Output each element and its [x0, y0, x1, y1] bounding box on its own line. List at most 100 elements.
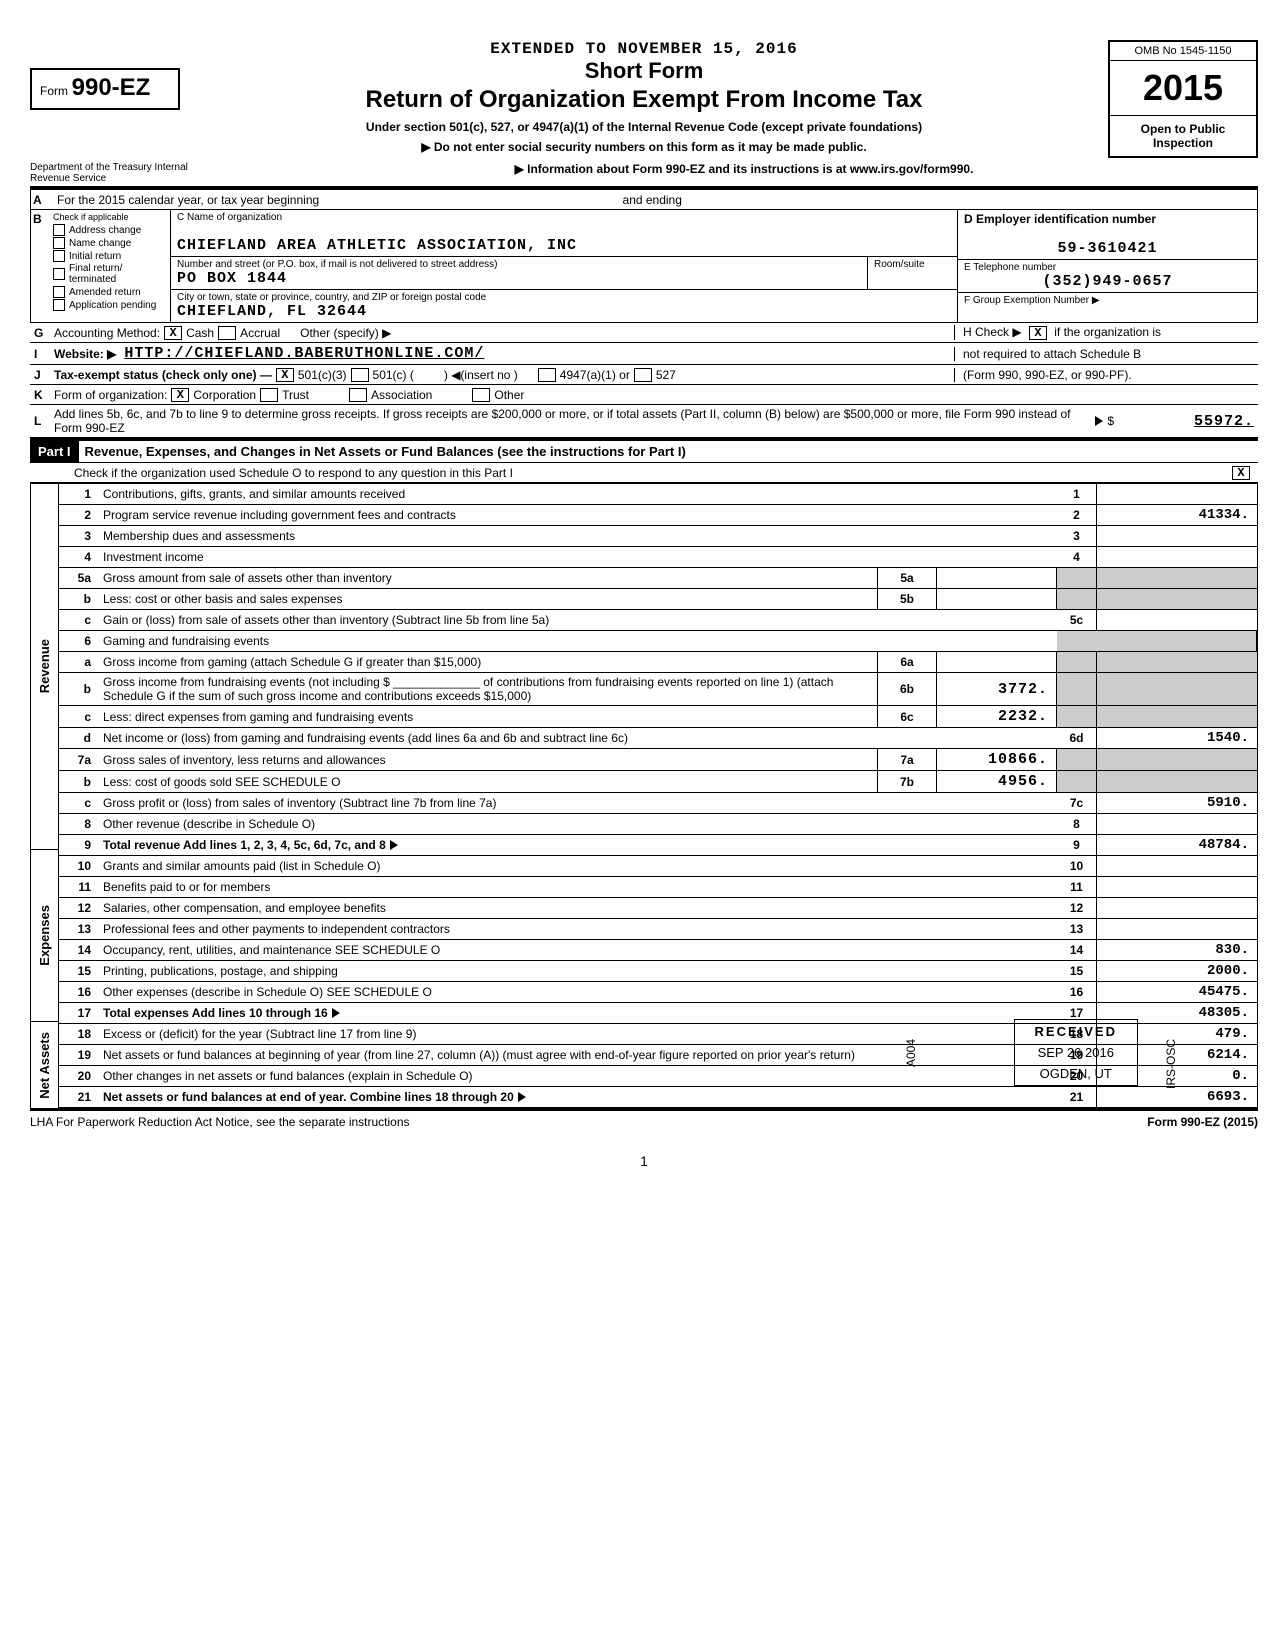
check-if-label: Check if applicable — [53, 212, 168, 222]
row-right-num: 13 — [1057, 919, 1097, 939]
row-desc: Gain or (loss) from sale of assets other… — [99, 610, 1057, 630]
row-desc: Gross profit or (loss) from sales of inv… — [99, 793, 1057, 813]
table-row: 1Contributions, gifts, grants, and simil… — [59, 484, 1257, 505]
info-line: ▶ Information about Form 990-EZ and its … — [230, 162, 1258, 184]
line-h-4: (Form 990, 990-EZ, or 990-PF). — [954, 368, 1254, 382]
main-table: Revenue Expenses Net Assets 1Contributio… — [30, 483, 1258, 1109]
year-box: OMB No 1545-1150 2015 Open to Public Ins… — [1108, 40, 1258, 158]
revenue-label: Revenue — [35, 635, 54, 697]
form-footer-label: Form 990-EZ (2015) — [1147, 1115, 1258, 1129]
part-i-title: Revenue, Expenses, and Changes in Net As… — [79, 441, 1258, 462]
row-desc: Other revenue (describe in Schedule O) — [99, 814, 1057, 834]
table-row: aGross income from gaming (attach Schedu… — [59, 652, 1257, 673]
row-right-num: 5c — [1057, 610, 1097, 630]
row-desc: Contributions, gifts, grants, and simila… — [99, 484, 1057, 504]
table-row: 2Program service revenue including gover… — [59, 505, 1257, 526]
table-row: cGain or (loss) from sale of assets othe… — [59, 610, 1257, 631]
row-right-num: 12 — [1057, 898, 1097, 918]
row-number: 19 — [59, 1045, 99, 1065]
row-value — [1097, 919, 1257, 939]
row-number: b — [59, 771, 99, 792]
row-value — [1097, 706, 1257, 727]
row-value — [1097, 526, 1257, 546]
part-i-header: Part I Revenue, Expenses, and Changes in… — [30, 439, 1258, 463]
line-h-2: if the organization is — [1054, 325, 1161, 339]
omb-number: OMB No 1545-1150 — [1110, 42, 1256, 61]
no-ssn-line: ▶ Do not enter social security numbers o… — [190, 140, 1098, 154]
row-right-num: 10 — [1057, 856, 1097, 876]
ein-value: 59-3610421 — [964, 240, 1251, 257]
table-row: 21Net assets or fund balances at end of … — [59, 1087, 1257, 1108]
row-value — [1097, 610, 1257, 630]
row-right-num — [1057, 568, 1097, 588]
501c-checkbox — [351, 368, 369, 382]
title-block: EXTENDED TO NOVEMBER 15, 2016 Short Form… — [180, 40, 1108, 154]
row-desc: Net assets or fund balances at end of ye… — [99, 1087, 1057, 1107]
table-row: bGross income from fundraising events (n… — [59, 673, 1257, 706]
gross-receipts: 55972. — [1114, 413, 1254, 430]
row-desc: Other expenses (describe in Schedule O) … — [99, 982, 1057, 1002]
row-desc: Net income or (loss) from gaming and fun… — [99, 728, 1057, 748]
received-text: RECEIVED — [1035, 1024, 1117, 1039]
subtitle: Under section 501(c), 527, or 4947(a)(1)… — [190, 120, 1098, 134]
table-row: 12Salaries, other compensation, and empl… — [59, 898, 1257, 919]
line-a-end: and ending — [623, 193, 682, 207]
table-row: 15Printing, publications, postage, and s… — [59, 961, 1257, 982]
table-row: 5aGross amount from sale of assets other… — [59, 568, 1257, 589]
phone-label: E Telephone number — [964, 262, 1251, 273]
4947-checkbox — [538, 368, 556, 382]
line-k: K Form of organization: XCorporation Tru… — [30, 385, 1258, 405]
row-right-num — [1057, 652, 1097, 672]
row-right-num: 8 — [1057, 814, 1097, 834]
row-right-num — [1057, 706, 1097, 727]
side-labels: Revenue Expenses Net Assets — [31, 484, 59, 1108]
right-info-column: D Employer identification number 59-3610… — [957, 210, 1257, 322]
expenses-label: Expenses — [35, 901, 54, 970]
row-desc: Investment income — [99, 547, 1057, 567]
row-right-num: 7c — [1057, 793, 1097, 813]
row-desc: Gross amount from sale of assets other t… — [99, 568, 877, 588]
line-j: J Tax-exempt status (check only one) — X… — [30, 365, 1258, 385]
row-value: 41334. — [1097, 505, 1257, 525]
row-desc: Less: direct expenses from gaming and fu… — [99, 706, 877, 727]
row-mid-label: 6c — [877, 706, 937, 727]
row-number: 9 — [59, 835, 99, 855]
row-desc: Benefits paid to or for members — [99, 877, 1057, 897]
form-org-label: Form of organization: — [54, 388, 167, 402]
row-right-num: 16 — [1057, 982, 1097, 1002]
row-right-num — [1057, 771, 1097, 792]
table-row: bLess: cost of goods sold SEE SCHEDULE O… — [59, 771, 1257, 793]
527-checkbox — [634, 368, 652, 382]
row-value: 6693. — [1097, 1087, 1257, 1107]
row-number: b — [59, 589, 99, 609]
row-number: c — [59, 793, 99, 813]
arrow-icon — [1095, 416, 1103, 426]
table-row: 16Other expenses (describe in Schedule O… — [59, 982, 1257, 1003]
row-right-num: 6d — [1057, 728, 1097, 748]
501c3-checkbox: X — [276, 368, 294, 382]
table-row: 3Membership dues and assessments3 — [59, 526, 1257, 547]
assoc-checkbox — [349, 388, 367, 402]
website-value: HTTP://CHIEFLAND.BABERUTHONLINE.COM/ — [124, 345, 484, 362]
row-right-num: 14 — [1057, 940, 1097, 960]
form-header: Form 990-EZ EXTENDED TO NOVEMBER 15, 201… — [30, 40, 1258, 158]
row-value — [1097, 771, 1257, 792]
part-i-check: Check if the organization used Schedule … — [30, 463, 1258, 483]
row-number: 10 — [59, 856, 99, 876]
row-desc: Program service revenue including govern… — [99, 505, 1057, 525]
row-value — [1097, 814, 1257, 834]
table-row: 9Total revenue Add lines 1, 2, 3, 4, 5c,… — [59, 835, 1257, 856]
corp-checkbox: X — [171, 388, 189, 402]
extended-date: EXTENDED TO NOVEMBER 15, 2016 — [190, 40, 1098, 58]
line-h-1: H Check ▶ — [963, 325, 1022, 339]
a004-stamp: A004 — [904, 1039, 918, 1067]
row-mid-label: 5a — [877, 568, 937, 588]
row-value — [1097, 547, 1257, 567]
footer: LHA For Paperwork Reduction Act Notice, … — [30, 1109, 1258, 1133]
line-g: G Accounting Method: XCash Accrual Other… — [30, 323, 1258, 343]
row-right-num: 15 — [1057, 961, 1097, 981]
row-number: 5a — [59, 568, 99, 588]
row-number: 15 — [59, 961, 99, 981]
page-number: 1 — [30, 1153, 1258, 1169]
row-right-num — [1057, 673, 1097, 705]
